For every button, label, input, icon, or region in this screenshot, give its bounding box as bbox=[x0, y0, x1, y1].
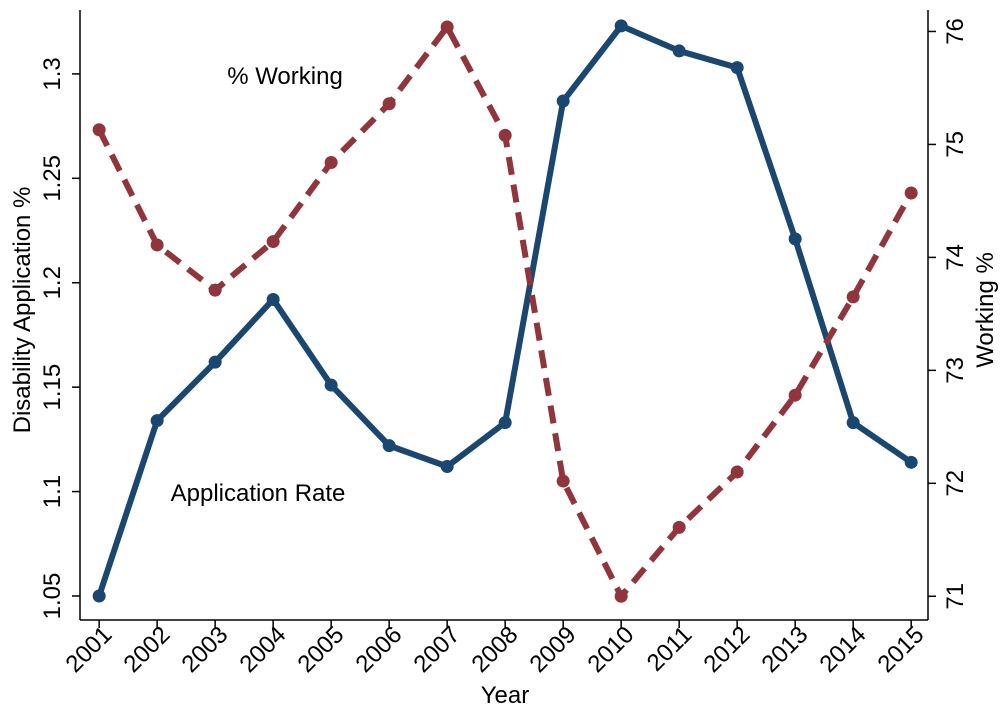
x-tick-label: 2008 bbox=[467, 621, 524, 678]
point bbox=[614, 19, 628, 33]
y2-tick-label: 73 bbox=[942, 357, 969, 384]
y-tick-label: 1.1 bbox=[39, 475, 66, 508]
point bbox=[324, 378, 338, 392]
y2-axis-title: Working % bbox=[972, 252, 999, 368]
x-tick-label: 2012 bbox=[699, 621, 756, 678]
point bbox=[92, 589, 106, 603]
x-tick-label: 2013 bbox=[757, 621, 814, 678]
point bbox=[672, 44, 686, 58]
point bbox=[208, 355, 222, 369]
point bbox=[498, 416, 512, 430]
point bbox=[208, 283, 222, 297]
x-tick-label: 2015 bbox=[873, 621, 930, 678]
point bbox=[904, 455, 918, 469]
y-tick-label: 1.15 bbox=[39, 364, 66, 411]
point bbox=[498, 128, 512, 142]
x-tick-label: 2014 bbox=[815, 621, 872, 678]
point bbox=[150, 238, 164, 252]
x-tick-label: 2004 bbox=[235, 621, 292, 678]
x-tick-label: 2003 bbox=[177, 621, 234, 678]
point bbox=[730, 61, 744, 75]
point bbox=[614, 589, 628, 603]
y-axis-title: Disability Application % bbox=[9, 187, 36, 434]
series-line bbox=[96, 23, 914, 600]
y-tick-label: 1.2 bbox=[39, 266, 66, 299]
point bbox=[556, 94, 570, 108]
y-tick-label: 1.05 bbox=[39, 573, 66, 620]
x-tick-label: 2006 bbox=[351, 621, 408, 678]
y2-tick-label: 72 bbox=[942, 470, 969, 497]
point bbox=[440, 460, 454, 474]
annotation: Application Rate bbox=[171, 480, 346, 507]
x-tick-label: 2010 bbox=[583, 621, 640, 678]
series-line bbox=[96, 22, 913, 597]
point bbox=[672, 520, 686, 534]
annotation: % Working bbox=[227, 63, 343, 90]
point bbox=[150, 414, 164, 428]
point bbox=[788, 388, 802, 402]
x-tick-label: 2002 bbox=[119, 621, 176, 678]
point bbox=[730, 465, 744, 479]
point bbox=[266, 292, 280, 306]
point bbox=[324, 156, 338, 169]
point bbox=[266, 235, 280, 249]
point bbox=[440, 20, 454, 34]
point bbox=[556, 474, 570, 488]
x-tick-label: 2009 bbox=[525, 621, 582, 678]
y2-tick-label: 76 bbox=[942, 18, 969, 45]
point bbox=[846, 416, 860, 430]
point bbox=[92, 123, 106, 137]
x-tick-label: 2001 bbox=[61, 621, 118, 678]
point bbox=[904, 186, 918, 200]
point bbox=[382, 97, 396, 111]
x-tick-label: 2005 bbox=[293, 621, 350, 678]
y2-tick-label: 71 bbox=[942, 583, 969, 610]
point bbox=[788, 232, 802, 246]
x-tick-label: 2011 bbox=[642, 621, 698, 677]
y-tick-label: 1.25 bbox=[39, 155, 66, 202]
point bbox=[846, 290, 860, 304]
y-tick-label: 1.3 bbox=[39, 57, 66, 90]
x-axis-title: Year bbox=[481, 682, 530, 709]
point bbox=[382, 439, 396, 453]
x-tick-label: 2007 bbox=[409, 621, 466, 678]
y2-tick-label: 74 bbox=[942, 244, 969, 271]
y2-tick-label: 75 bbox=[942, 131, 969, 158]
